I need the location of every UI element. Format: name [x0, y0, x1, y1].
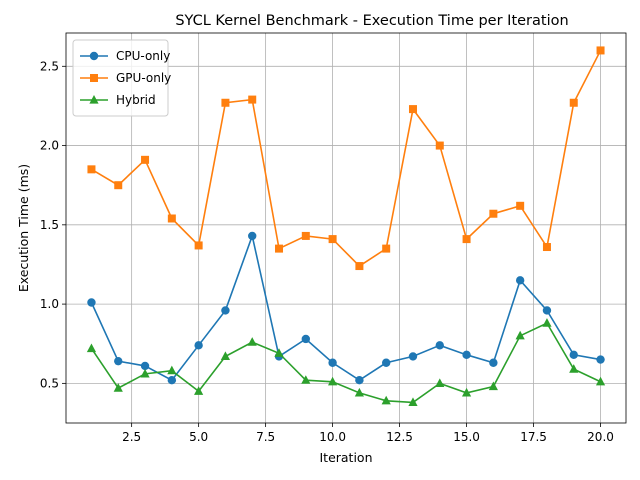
legend-marker-cpu-only	[89, 51, 99, 61]
data-point-gpu-only	[167, 214, 176, 223]
data-point-cpu-only	[301, 334, 311, 344]
legend-label-gpu-only: GPU-only	[116, 71, 171, 85]
data-point-gpu-only	[141, 155, 150, 164]
data-point-cpu-only	[194, 341, 203, 350]
series-line-hybrid	[90, 322, 601, 404]
data-point-hybrid	[461, 387, 472, 397]
data-point-cpu-only	[489, 358, 498, 367]
x-tick-label: 5.0	[189, 430, 208, 444]
data-point-cpu-only	[515, 276, 525, 285]
legend-entry-cpu-only: CPU-only	[80, 49, 170, 63]
data-point-cpu-only	[221, 306, 230, 315]
data-point-gpu-only	[248, 95, 257, 104]
data-point-hybrid	[328, 376, 338, 386]
legend-marker-hybrid	[89, 95, 99, 104]
series-line-gpu-only	[91, 50, 602, 268]
y-tick-label: 2.0	[40, 139, 59, 153]
data-point-hybrid	[274, 348, 284, 357]
y-tick-label: 0.5	[40, 376, 59, 390]
data-point-cpu-only	[435, 341, 444, 350]
series-layer	[86, 46, 606, 406]
data-point-gpu-only	[516, 201, 525, 210]
data-point-cpu-only	[569, 350, 578, 360]
data-point-gpu-only	[194, 241, 203, 250]
data-point-hybrid	[220, 351, 231, 361]
data-point-hybrid	[381, 395, 391, 405]
series-line-cpu-only	[90, 233, 601, 382]
data-point-gpu-only	[489, 209, 498, 218]
data-point-gpu-only	[382, 244, 391, 253]
series-cpu-only	[87, 231, 605, 385]
x-tick-label: 15.0	[453, 430, 480, 444]
legend-label-cpu-only: CPU-only	[116, 49, 170, 63]
plot-frame	[65, 32, 627, 424]
data-point-cpu-only	[462, 350, 471, 360]
data-point-gpu-only	[462, 235, 471, 244]
data-point-cpu-only	[355, 375, 364, 385]
data-point-hybrid	[488, 381, 498, 391]
data-point-cpu-only	[167, 375, 177, 385]
x-axis-label: Iteration	[319, 450, 372, 465]
data-point-cpu-only	[381, 358, 391, 367]
y-tick-label: 1.0	[40, 297, 59, 311]
data-point-gpu-only	[542, 243, 551, 252]
data-point-hybrid	[86, 343, 97, 353]
legend: CPU-only GPU-only Hybrid	[72, 39, 171, 117]
data-point-hybrid	[408, 397, 418, 406]
y-axis-label: Execution Time (ms)	[16, 164, 31, 292]
data-point-hybrid	[113, 383, 123, 392]
y-tick-label: 1.5	[40, 218, 59, 232]
legend-entry-gpu-only: GPU-only	[80, 71, 171, 85]
data-point-hybrid	[435, 378, 445, 387]
data-point-hybrid	[301, 375, 311, 384]
data-point-hybrid	[354, 387, 364, 397]
data-point-cpu-only	[140, 361, 150, 371]
data-point-gpu-only	[301, 231, 310, 240]
x-tick-label: 17.5	[520, 430, 547, 444]
legend-entries: CPU-only GPU-only Hybrid	[80, 49, 171, 107]
legend-entry-hybrid: Hybrid	[80, 93, 156, 107]
data-point-cpu-only	[596, 355, 605, 364]
data-point-cpu-only	[114, 356, 123, 366]
data-point-gpu-only	[114, 181, 123, 190]
data-point-gpu-only	[221, 98, 230, 107]
data-point-cpu-only	[542, 306, 552, 315]
x-tick-label: 2.5	[122, 430, 141, 444]
data-point-cpu-only	[408, 352, 418, 361]
series-gpu-only	[87, 46, 605, 271]
data-point-hybrid	[595, 376, 606, 386]
data-point-cpu-only	[328, 358, 337, 367]
x-tick-label: 10.0	[319, 430, 346, 444]
data-point-gpu-only	[328, 235, 337, 244]
data-point-gpu-only	[87, 165, 96, 174]
legend-label-hybrid: Hybrid	[116, 93, 156, 107]
data-point-hybrid	[569, 364, 579, 373]
data-point-hybrid	[194, 386, 204, 395]
x-tick-label: 12.5	[386, 430, 413, 444]
chart-title: SYCL Kernel Benchmark - Execution Time p…	[175, 13, 568, 29]
data-point-gpu-only	[596, 46, 605, 55]
tick-layer: 2.5 5.0 7.5 10.0 12.5 15.0 17.5 20.0 0.5 1.0 1.5 2.…	[40, 59, 614, 444]
data-point-gpu-only	[569, 98, 578, 107]
data-point-gpu-only	[408, 105, 417, 114]
data-point-gpu-only	[435, 141, 444, 150]
data-point-cpu-only	[87, 298, 96, 307]
data-point-hybrid	[515, 330, 525, 340]
legend-marker-gpu-only	[90, 74, 98, 82]
data-point-cpu-only	[248, 231, 257, 241]
data-point-hybrid	[140, 368, 150, 378]
grid-layer	[66, 33, 626, 423]
data-point-hybrid	[167, 365, 177, 375]
data-point-hybrid	[542, 318, 552, 327]
x-tick-label: 20.0	[587, 430, 614, 444]
data-point-gpu-only	[275, 244, 284, 253]
y-tick-label: 2.5	[40, 59, 59, 73]
series-hybrid	[86, 318, 606, 406]
x-tick-label: 7.5	[256, 430, 275, 444]
data-point-hybrid	[247, 337, 257, 346]
data-point-gpu-only	[355, 262, 364, 271]
